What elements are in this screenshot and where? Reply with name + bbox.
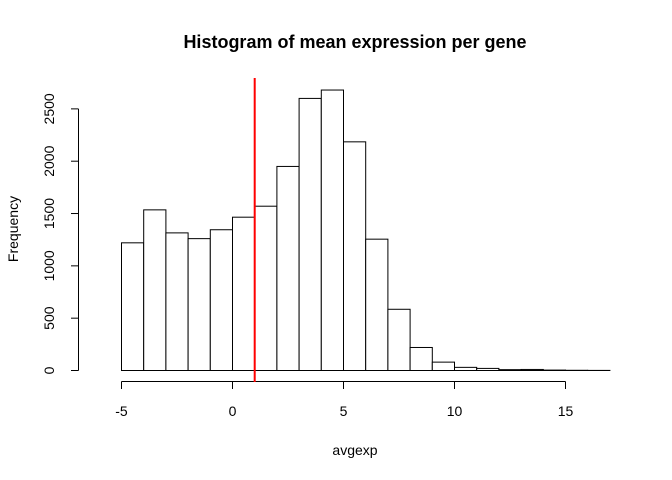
histogram-bar (165, 232, 189, 371)
y-tick-label: 0 (41, 366, 57, 374)
histogram-bar (365, 238, 389, 371)
histogram-bar (476, 367, 500, 372)
histogram-bar (409, 346, 433, 371)
histogram-bar (121, 242, 145, 371)
x-tick-label: 5 (340, 403, 348, 419)
y-axis-label: Frequency (5, 196, 21, 262)
histogram-bar (187, 238, 211, 371)
histogram-bar (520, 368, 544, 371)
histogram-bar (232, 216, 256, 371)
y-tick-label: 1000 (41, 250, 57, 281)
chart-title: Histogram of mean expression per gene (183, 32, 526, 52)
histogram-bars (121, 89, 611, 372)
histogram-bar (298, 97, 322, 371)
x-axis: -5 0 5 10 15 (115, 381, 574, 419)
histogram-bar (276, 165, 300, 371)
x-tick-label: 0 (229, 403, 237, 419)
histogram-bar (209, 229, 234, 371)
y-tick-label: 2000 (41, 145, 57, 176)
histogram-bar (498, 369, 522, 372)
y-tick-label: 1500 (41, 198, 57, 229)
x-tick-label: -5 (115, 403, 128, 419)
x-tick-label: 15 (558, 403, 574, 419)
histogram-bar (454, 366, 478, 372)
histogram-bar (343, 141, 367, 371)
histogram-bar (143, 209, 167, 371)
y-tick-label: 500 (41, 306, 57, 330)
y-axis: 0 500 1000 1500 2000 2500 (41, 93, 79, 374)
y-tick-label: 2500 (41, 93, 57, 124)
histogram-bar (320, 89, 344, 372)
x-axis-label: avgexp (332, 442, 377, 458)
histogram-bar (387, 308, 411, 372)
x-tick-label: 10 (447, 403, 463, 419)
histogram-bar (254, 205, 278, 371)
histogram-bar (431, 361, 455, 371)
